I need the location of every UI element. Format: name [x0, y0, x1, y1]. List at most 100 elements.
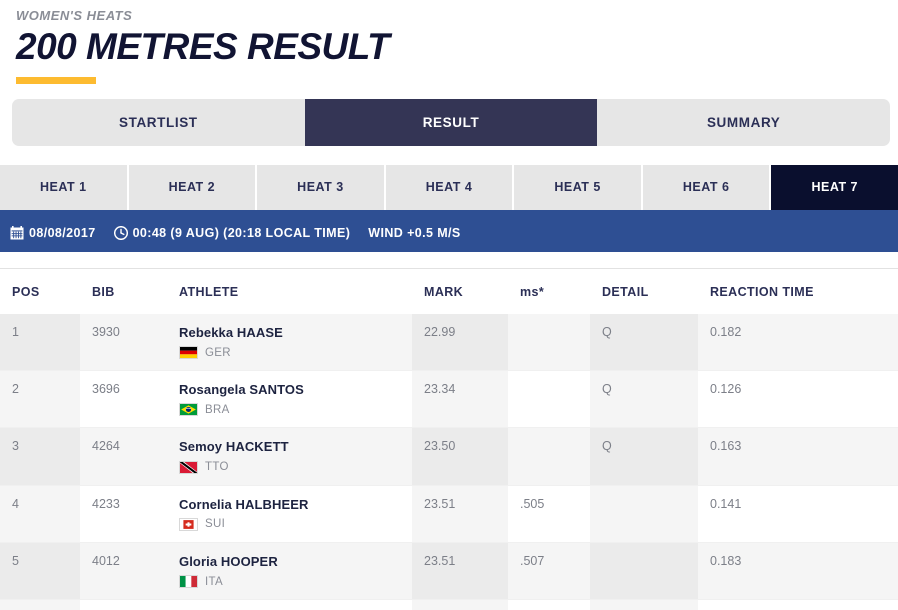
column-header-athlete[interactable]: ATHLETE: [167, 268, 412, 314]
cell-reaction-time: 0.182: [698, 313, 898, 372]
cell-ms: .507: [508, 542, 590, 601]
cell-mark: 23.50: [412, 427, 508, 486]
tab-result-label: RESULT: [422, 114, 480, 130]
clock-icon: [113, 226, 128, 241]
athlete-name[interactable]: Semoy HACKETT: [179, 439, 289, 455]
tab-startlist-label: STARTLIST: [119, 114, 198, 130]
heat-tab-4-label: HEAT 4: [425, 180, 473, 195]
tab-result[interactable]: RESULT: [304, 98, 598, 146]
athlete-name[interactable]: Gloria HOOPER: [179, 553, 278, 569]
athlete-country: ITA: [179, 575, 412, 589]
cell-mark: 23.56: [412, 599, 508, 610]
title-accent-bar: [16, 76, 96, 84]
athlete-name[interactable]: Cornelia HALBHEER: [179, 496, 309, 512]
heat-tab-5[interactable]: HEAT 5: [514, 164, 643, 210]
event-date: 08/08/2017: [10, 226, 96, 240]
table-row[interactable]: 2 3696 Rosangela SANTOS BRA 23.34 Q 0.126: [0, 370, 898, 429]
athlete-name[interactable]: Rosangela SANTOS: [179, 382, 304, 398]
country-code: TTO: [205, 461, 229, 474]
athlete-country: BRA: [179, 403, 412, 417]
event-wind: WIND +0.5 M/S: [368, 226, 460, 240]
cell-detail: Q: [590, 313, 698, 372]
cell-position: 6: [0, 599, 80, 610]
cell-mark: 23.51: [412, 542, 508, 601]
page-title: 200 METRES RESULT: [16, 26, 390, 67]
results-header-row: POS BIB ATHLETE MARK ms* DETAIL REACTION…: [0, 268, 898, 314]
cell-mark: 22.99: [412, 313, 508, 372]
heat-tabs: HEAT 1 HEAT 2 HEAT 3 HEAT 4 HEAT 5 HEAT …: [0, 164, 898, 215]
country-code: BRA: [205, 403, 230, 416]
heat-tab-1[interactable]: HEAT 1: [0, 164, 129, 210]
cell-position: 2: [0, 370, 80, 429]
column-header-reaction[interactable]: REACTION TIME: [698, 268, 898, 314]
column-header-mark[interactable]: MARK: [412, 268, 508, 314]
flag-icon-sui: [179, 517, 198, 531]
column-header-ms[interactable]: ms*: [508, 268, 590, 314]
heat-tab-3[interactable]: HEAT 3: [257, 164, 386, 210]
cell-reaction-time: 0.141: [698, 485, 898, 543]
cell-ms: [508, 313, 590, 372]
flag-icon-ita: [179, 575, 198, 589]
country-code: SUI: [205, 518, 226, 531]
cell-ms: [508, 599, 590, 610]
heat-tab-7[interactable]: HEAT 7: [771, 164, 898, 210]
athlete-name[interactable]: Rebekka HAASE: [179, 324, 283, 340]
heat-tab-5-label: HEAT 5: [554, 180, 601, 195]
page-header: WOMEN'S HEATS 200 METRES RESULT: [0, 0, 898, 84]
cell-bib: 3696: [80, 370, 167, 429]
heat-tab-7-label: HEAT 7: [811, 180, 859, 195]
heat-tab-2[interactable]: HEAT 2: [128, 164, 258, 210]
cell-reaction-time: 0.163: [698, 427, 898, 486]
heat-tab-1-label: HEAT 1: [40, 180, 87, 195]
cell-athlete: Rebekka HAASE GER: [167, 313, 412, 372]
cell-detail: [590, 542, 698, 601]
cell-position: 5: [0, 542, 80, 601]
cell-bib: 4012: [80, 542, 167, 601]
table-row[interactable]: 3 4264 Semoy HACKETT TTO 23.50 Q 0.163: [0, 427, 898, 486]
event-time: 00:48 (9 AUG) (20:18 LOCAL TIME): [113, 226, 351, 241]
tab-startlist[interactable]: STARTLIST: [12, 99, 305, 146]
cell-bib: 3930: [80, 313, 167, 372]
cell-reaction-time: 0.183: [698, 542, 898, 601]
table-row[interactable]: 1 3930 Rebekka HAASE GER 22.99 Q 0.182: [0, 313, 898, 372]
event-info-bar: 08/08/2017 00:48 (9 AUG) (20:18 LOCAL TI…: [0, 214, 898, 252]
cell-detail: Q: [590, 427, 698, 486]
cell-position: 3: [0, 427, 80, 486]
results-table: POS BIB ATHLETE MARK ms* DETAIL REACTION…: [0, 268, 898, 610]
country-code: GER: [205, 346, 231, 359]
athlete-country: TTO: [179, 460, 412, 474]
flag-icon-ger: [179, 346, 198, 360]
cell-detail: [590, 599, 698, 610]
heat-tab-2-label: HEAT 2: [168, 180, 216, 195]
calendar-icon: [10, 226, 24, 240]
heat-tab-3-label: HEAT 3: [297, 180, 344, 195]
cell-bib: 4233: [80, 485, 167, 543]
table-row[interactable]: 5 4012 Gloria HOOPER ITA 23.51.507 0.183: [0, 542, 898, 601]
cell-ms: .505: [508, 485, 590, 543]
event-time-text: 00:48 (9 AUG) (20:18 LOCAL TIME): [132, 226, 351, 241]
tab-summary[interactable]: SUMMARY: [597, 99, 890, 146]
column-header-bib[interactable]: BIB: [80, 268, 167, 314]
column-header-detail[interactable]: DETAIL: [590, 268, 698, 314]
table-row[interactable]: 4 4233 Cornelia HALBHEER SUI 23.51.505 0.141: [0, 485, 898, 543]
cell-mark: 23.51: [412, 485, 508, 543]
column-header-pos[interactable]: POS: [0, 268, 80, 314]
cell-mark: 23.34: [412, 370, 508, 429]
flag-icon-bra: [179, 403, 198, 417]
cell-bib: 4264: [80, 427, 167, 486]
cell-position: 4: [0, 485, 80, 543]
event-date-text: 08/08/2017: [29, 226, 96, 241]
event-wind-text: WIND +0.5 M/S: [368, 226, 461, 241]
results-table-head: POS BIB ATHLETE MARK ms* DETAIL REACTION…: [0, 268, 898, 314]
page-eyebrow: WOMEN'S HEATS: [16, 8, 133, 23]
view-tabs: STARTLIST RESULT SUMMARY: [12, 98, 890, 146]
heat-tab-6[interactable]: HEAT 6: [642, 164, 772, 210]
cell-athlete: Semoy HACKETT TTO: [167, 427, 412, 486]
athlete-country: GER: [179, 346, 412, 360]
cell-detail: Q: [590, 370, 698, 429]
table-row[interactable]: 63879Gina BASSGAM23.56 0.173: [0, 599, 898, 610]
flag-icon-tto: [179, 460, 198, 474]
heat-tab-4[interactable]: HEAT 4: [385, 164, 515, 210]
country-code: ITA: [205, 575, 223, 588]
cell-position: 1: [0, 313, 80, 372]
